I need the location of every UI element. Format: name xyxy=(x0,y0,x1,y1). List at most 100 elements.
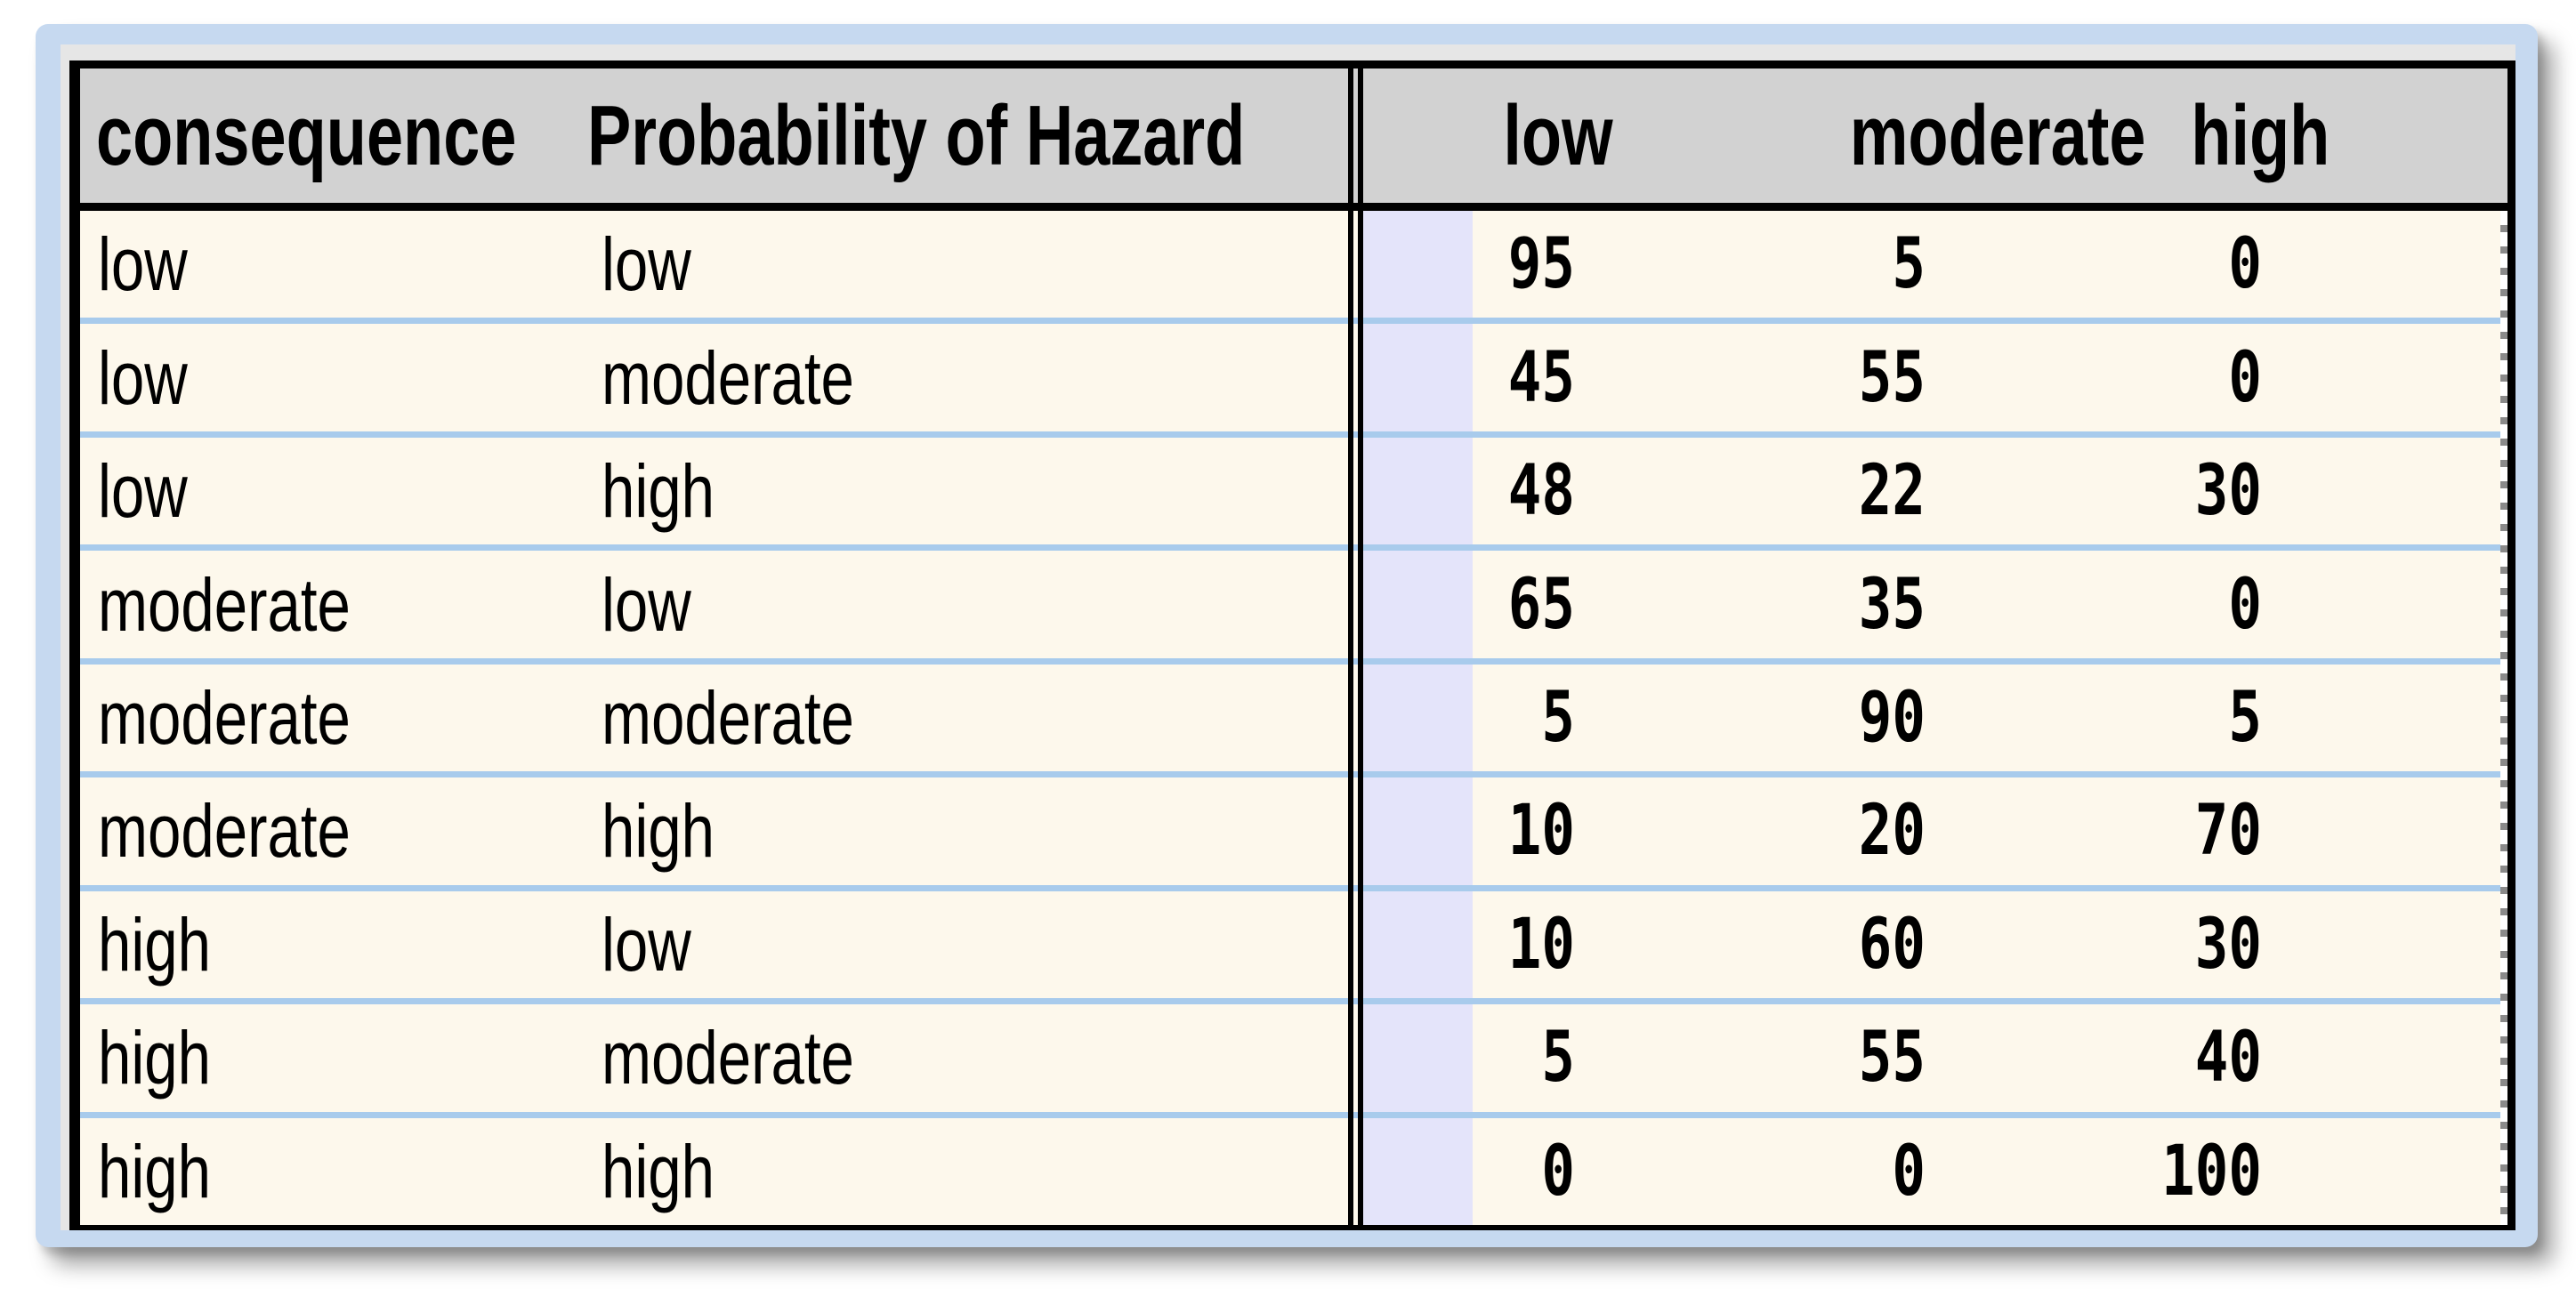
header-consequence: consequence xyxy=(96,68,642,203)
header-moderate-label: moderate xyxy=(1849,87,2146,183)
consequence-cell: low xyxy=(98,211,210,318)
header-state-moderate: moderate xyxy=(1850,68,2146,203)
prob-cell-high[interactable]: 0 xyxy=(1959,551,2262,657)
table-row: high high 0 0 100 xyxy=(80,1111,2507,1225)
prob-value-moderate: 20 xyxy=(1858,791,1926,872)
consequence-value: low xyxy=(98,222,188,307)
hazard-cell: low xyxy=(602,891,714,998)
table-row: moderate low 65 35 0 xyxy=(80,544,2507,657)
prob-value-high: 30 xyxy=(2194,451,2262,532)
selected-column-highlight xyxy=(1362,211,1473,1225)
hazard-value: moderate xyxy=(602,675,854,760)
prob-cell-high[interactable]: 70 xyxy=(1959,777,2262,884)
consequence-cell: moderate xyxy=(98,665,414,771)
prob-cell-low[interactable]: 0 xyxy=(1219,1118,1575,1225)
prob-value-low: 65 xyxy=(1507,564,1575,645)
table-row: low low 95 5 0 xyxy=(80,211,2507,318)
prob-value-low: 5 xyxy=(1541,677,1575,758)
hazard-value: low xyxy=(602,222,691,307)
header-probability-of-hazard: Probability of Hazard xyxy=(587,68,1441,203)
prob-cell-low[interactable]: 45 xyxy=(1219,324,1575,431)
hazard-cell: high xyxy=(602,1118,743,1225)
prob-value-high: 0 xyxy=(2228,224,2262,305)
prob-cell-high[interactable]: 100 xyxy=(1959,1118,2262,1225)
prob-cell-high[interactable]: 40 xyxy=(1959,1004,2262,1111)
hazard-cell: high xyxy=(602,777,743,884)
header-consequence-label: consequence xyxy=(96,87,517,183)
prob-cell-moderate[interactable]: 35 xyxy=(1623,551,1926,657)
prob-value-low: 45 xyxy=(1507,337,1575,418)
consequence-value: low xyxy=(98,449,188,534)
consequence-value: high xyxy=(98,902,212,987)
consequence-cell: high xyxy=(98,891,239,998)
prob-cell-high[interactable]: 0 xyxy=(1959,211,2262,318)
hazard-cell: low xyxy=(602,551,714,657)
table-body: low low 95 5 0 low moderate 45 55 0 low … xyxy=(80,211,2507,1225)
prob-cell-moderate[interactable]: 55 xyxy=(1623,324,1926,431)
prob-value-high: 0 xyxy=(2228,564,2262,645)
prob-cell-moderate[interactable]: 22 xyxy=(1623,438,1926,544)
section-divider-line xyxy=(1358,68,1363,1225)
prob-value-low: 10 xyxy=(1507,904,1575,985)
prob-value-moderate: 60 xyxy=(1858,904,1926,985)
hazard-value: moderate xyxy=(602,1016,854,1100)
consequence-value: moderate xyxy=(98,789,351,874)
prob-cell-high[interactable]: 30 xyxy=(1959,891,2262,998)
prob-cell-low[interactable]: 10 xyxy=(1219,891,1575,998)
prob-value-low: 48 xyxy=(1507,451,1575,532)
hazard-value: high xyxy=(602,449,715,534)
header-probability-label: Probability of Hazard xyxy=(587,87,1246,183)
table-row: low high 48 22 30 xyxy=(80,431,2507,544)
hazard-value: high xyxy=(602,1129,715,1213)
prob-value-high: 30 xyxy=(2194,904,2262,985)
prob-cell-low[interactable]: 10 xyxy=(1219,777,1575,884)
consequence-cell: moderate xyxy=(98,551,414,657)
table-row: low moderate 45 55 0 xyxy=(80,318,2507,431)
hazard-value: low xyxy=(602,562,691,647)
consequence-cell: low xyxy=(98,324,210,431)
prob-cell-high[interactable]: 5 xyxy=(1959,665,2262,771)
prob-value-low: 5 xyxy=(1541,1018,1575,1099)
prob-cell-low[interactable]: 5 xyxy=(1219,665,1575,771)
prob-value-moderate: 22 xyxy=(1858,451,1926,532)
table-row: moderate high 10 20 70 xyxy=(80,771,2507,884)
hazard-value: low xyxy=(602,902,691,987)
prob-value-moderate: 90 xyxy=(1858,677,1926,758)
table-row: moderate moderate 5 90 5 xyxy=(80,657,2507,771)
prob-cell-moderate[interactable]: 55 xyxy=(1623,1004,1926,1111)
prob-value-moderate: 55 xyxy=(1858,337,1926,418)
prob-cell-low[interactable]: 5 xyxy=(1219,1004,1575,1111)
consequence-cell: low xyxy=(98,438,210,544)
prob-cell-moderate[interactable]: 90 xyxy=(1623,665,1926,771)
prob-cell-low[interactable]: 95 xyxy=(1219,211,1575,318)
prob-value-moderate: 5 xyxy=(1892,224,1926,305)
prob-cell-high[interactable]: 30 xyxy=(1959,438,2262,544)
prob-value-high: 100 xyxy=(2161,1131,2262,1212)
prob-cell-moderate[interactable]: 0 xyxy=(1623,1118,1926,1225)
prob-value-high: 5 xyxy=(2228,677,2262,758)
prob-cell-moderate[interactable]: 20 xyxy=(1623,777,1926,884)
prob-value-high: 40 xyxy=(2194,1018,2262,1099)
header-high-label: high xyxy=(2191,87,2330,183)
prob-cell-moderate[interactable]: 60 xyxy=(1623,891,1926,998)
prob-value-low: 95 xyxy=(1507,224,1575,305)
hazard-value: high xyxy=(602,789,715,874)
prob-cell-low[interactable]: 65 xyxy=(1219,551,1575,657)
header-low-label: low xyxy=(1503,87,1613,183)
prob-cell-low[interactable]: 48 xyxy=(1219,438,1575,544)
hazard-cell: high xyxy=(602,438,743,544)
prob-value-moderate: 55 xyxy=(1858,1018,1926,1099)
prob-cell-moderate[interactable]: 5 xyxy=(1623,211,1926,318)
consequence-cell: moderate xyxy=(98,777,414,884)
prob-cell-high[interactable]: 0 xyxy=(1959,324,2262,431)
consequence-value: low xyxy=(98,335,188,420)
consequence-value: moderate xyxy=(98,562,351,647)
consequence-cell: high xyxy=(98,1004,239,1111)
prob-value-high: 70 xyxy=(2194,791,2262,872)
hazard-cell: moderate xyxy=(602,665,917,771)
table-row: high moderate 5 55 40 xyxy=(80,998,2507,1111)
prob-value-moderate: 0 xyxy=(1892,1131,1926,1212)
prob-value-low: 10 xyxy=(1507,791,1575,872)
consequence-value: high xyxy=(98,1016,212,1100)
